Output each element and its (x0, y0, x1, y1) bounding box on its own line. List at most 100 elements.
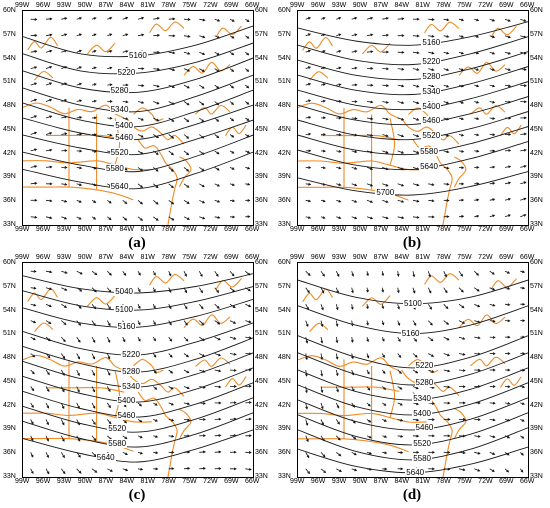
contour-label: 5280 (121, 366, 141, 376)
lat-tick-label: 57N (278, 282, 291, 290)
wind-arrow (504, 319, 511, 323)
lat-tick-label: 54N (530, 54, 543, 62)
wind-arrow (458, 51, 464, 55)
wind-arrow (91, 83, 97, 86)
wind-arrow (30, 66, 38, 69)
wind-arrow (458, 369, 466, 372)
wind-arrow (336, 435, 341, 441)
map-plot-area: 5100 5160 5220 5280 5340 5400 5460 5520 5580 5640 (297, 262, 529, 478)
coastline (87, 295, 116, 307)
contour-label: 5400 (412, 408, 432, 418)
contour-line-5640 (298, 141, 528, 171)
lon-tick-label: 66W (245, 478, 260, 485)
contour-label: 5220 (121, 349, 141, 359)
lon-tick-label: 96W (35, 226, 51, 233)
wind-arrow (153, 50, 161, 54)
contour-label: 5160 (421, 38, 442, 47)
wind-arrow (320, 353, 324, 361)
wind-arrow (168, 134, 175, 139)
wind-arrow (443, 320, 450, 325)
wind-arrow (443, 369, 451, 373)
wind-arrow (351, 183, 358, 187)
wind-arrow (381, 287, 385, 293)
lat-tick-label: 36N (530, 449, 543, 457)
wind-arrow (489, 319, 496, 323)
wind-arrow (122, 419, 128, 424)
lat-tick-label: 51N (3, 78, 16, 86)
wind-arrow (45, 452, 49, 459)
wind-arrow (229, 401, 237, 405)
wind-arrow (320, 287, 325, 294)
wind-arrow (45, 199, 53, 203)
wind-arrow (458, 35, 464, 38)
wind-arrow (91, 270, 98, 276)
coastline (224, 124, 247, 137)
wind-arrow (520, 286, 526, 290)
wind-arrow (474, 451, 481, 455)
contour-label: 5460 (116, 410, 137, 420)
wind-arrow (381, 336, 385, 342)
wind-arrow (412, 183, 420, 187)
contour-label: 5640 (405, 467, 426, 477)
contour-label: 5040 (114, 287, 134, 297)
wind-arrow (168, 68, 176, 72)
wind-arrow (91, 216, 97, 220)
wind-arrow (153, 386, 158, 390)
wind-arrow (489, 352, 496, 356)
wind-arrow (45, 386, 50, 393)
wind-arrow (153, 451, 159, 455)
contour-line-5640 (23, 151, 253, 190)
wind-arrow (106, 419, 112, 425)
wind-arrow (45, 468, 50, 475)
lon-tick-label: 99W (15, 2, 30, 9)
wind-arrow (45, 303, 52, 307)
wind-arrow (245, 336, 252, 340)
lat-tick-label: 45N (255, 125, 268, 133)
wind-arrow (458, 287, 464, 293)
wind-arrow (320, 402, 324, 410)
wind-arrow (153, 419, 158, 422)
wind-arrow (305, 182, 312, 186)
wind-arrow (61, 303, 68, 308)
wind-arrow (76, 33, 82, 37)
coastline (490, 25, 517, 38)
wind-arrow (366, 183, 374, 187)
wind-arrow (245, 384, 252, 388)
wind-arrow (397, 434, 404, 438)
lon-tick-label: 75W (182, 254, 197, 261)
wind-arrow (428, 215, 435, 219)
wind-arrow (153, 402, 158, 406)
wind-arrow (520, 116, 527, 120)
wind-arrow (366, 216, 374, 220)
wind-arrow (229, 150, 235, 154)
wind-arrow (199, 320, 205, 326)
wind-arrow (320, 304, 324, 311)
wind-arrow (245, 199, 251, 202)
contour-line-5160 (298, 21, 528, 46)
lon-tick-label: 90W (352, 478, 368, 485)
wind-arrow (183, 18, 191, 21)
wind-arrow (474, 84, 480, 88)
wind-arrow (76, 116, 83, 119)
wind-arrow (30, 336, 36, 341)
coastline (298, 438, 409, 453)
coastline (389, 118, 396, 166)
coastline (302, 36, 333, 51)
lat-tick-label: 48N (278, 102, 291, 110)
wind-arrow (107, 83, 113, 87)
lat-tick-label: 51N (255, 78, 268, 86)
coastline (23, 354, 125, 371)
wind-arrow (229, 320, 237, 324)
contour-label: 5160 (116, 321, 137, 331)
wind-arrow (76, 369, 80, 377)
wind-arrow (382, 183, 389, 187)
wind-arrow (214, 167, 220, 171)
wind-arrow (474, 100, 480, 104)
wind-arrow (428, 369, 435, 373)
wind-arrow (305, 33, 311, 37)
wind-arrow (351, 16, 358, 20)
wind-arrow (320, 199, 326, 203)
contour-label: 5340 (421, 86, 442, 96)
wind-arrow (520, 165, 527, 168)
wind-arrow (30, 34, 38, 37)
